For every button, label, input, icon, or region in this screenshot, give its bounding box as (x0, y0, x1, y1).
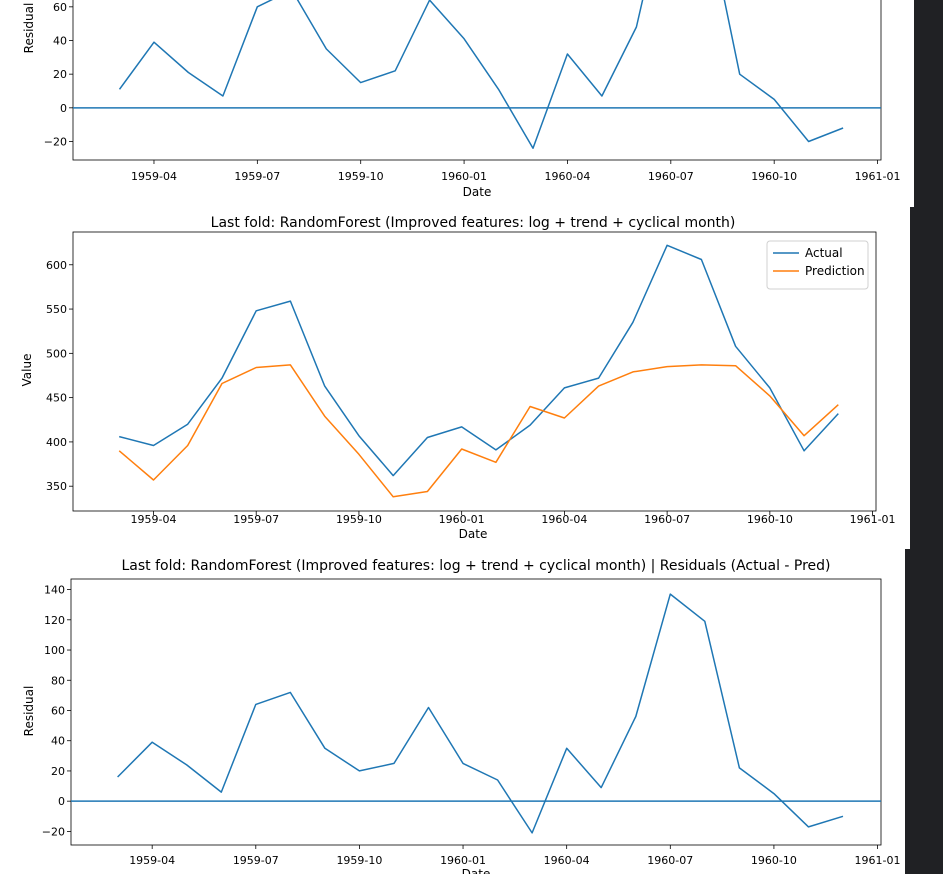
actual-vs-prediction-chart: Last fold: RandomForest (Improved featur… (20, 215, 896, 541)
chart-title: Last fold: RandomForest (Improved featur… (211, 215, 736, 231)
x-tick-label: 1960-04 (544, 170, 590, 183)
y-tick-label: 0 (60, 102, 67, 115)
y-tick-label: 40 (53, 34, 67, 47)
x-axis-label: Date (463, 185, 492, 199)
y-tick-label: 400 (46, 436, 67, 449)
residuals-top-panel: −20 0 20 40 60 1959-04 1959-07 1959-10 1960-01 19… (0, 0, 914, 207)
y-tick-label: 120 (44, 614, 65, 627)
y-tick-label: 40 (51, 735, 65, 748)
actual-vs-prediction-panel: Last fold: RandomForest (Improved featur… (0, 207, 910, 549)
residuals-bottom-panel: Last fold: RandomForest (Improved featur… (0, 549, 905, 874)
legend-label-actual: Actual (805, 246, 843, 260)
x-tick-label: 1961-01 (855, 854, 901, 867)
axes-frame (72, 0, 882, 161)
y-tick-label: −20 (44, 135, 67, 148)
x-tick-label: 1960-10 (751, 854, 797, 867)
x-tick-label: 1960-01 (441, 170, 487, 183)
y-axis-label: Residual (22, 3, 36, 54)
y-tick-label: 450 (46, 392, 67, 405)
series-line-residual (117, 593, 844, 834)
y-tick-label: 0 (58, 795, 65, 808)
series-line-actual (119, 244, 839, 477)
x-tick-label: 1959-04 (129, 854, 175, 867)
x-tick-label: 1960-10 (751, 170, 797, 183)
legend-label-prediction: Prediction (805, 264, 865, 278)
x-tick-label: 1961-01 (850, 513, 896, 526)
x-tick-label: 1959-07 (233, 854, 279, 867)
residuals-top-chart: −20 0 20 40 60 1959-04 1959-07 1959-10 1960-01 19… (22, 0, 901, 199)
y-tick-label: 550 (46, 303, 67, 316)
x-tick-label: 1960-07 (647, 854, 693, 867)
x-tick-label: 1960-04 (541, 513, 587, 526)
residuals-bottom-chart: Last fold: RandomForest (Improved featur… (22, 558, 901, 874)
y-tick-label: −20 (42, 825, 65, 838)
x-tick-label: 1960-01 (439, 513, 485, 526)
y-tick-label: 60 (53, 1, 67, 14)
y-tick-label: 20 (51, 765, 65, 778)
axes-frame (70, 578, 882, 846)
series-line-prediction (118, 364, 839, 498)
y-tick-label: 60 (51, 704, 65, 717)
x-tick-label: 1959-10 (336, 513, 382, 526)
series-line-residual (118, 0, 844, 149)
y-axis-label: Value (20, 354, 34, 387)
x-tick-label: 1960-04 (544, 854, 590, 867)
x-tick-label: 1960-07 (644, 513, 690, 526)
y-tick-label: 140 (44, 584, 65, 597)
x-tick-label: 1959-04 (131, 170, 177, 183)
x-tick-label: 1959-04 (130, 513, 176, 526)
x-tick-label: 1959-07 (233, 513, 279, 526)
x-axis-label: Date (462, 867, 491, 874)
y-tick-label: 100 (44, 644, 65, 657)
y-tick-label: 350 (46, 480, 67, 493)
y-tick-label: 20 (53, 68, 67, 81)
chart-title: Last fold: RandomForest (Improved featur… (121, 558, 830, 574)
y-tick-label: 80 (51, 674, 65, 687)
x-tick-label: 1959-10 (336, 854, 382, 867)
y-tick-label: 600 (46, 259, 67, 272)
axes-frame (72, 231, 877, 512)
x-tick-label: 1960-10 (747, 513, 793, 526)
y-axis-label: Residual (22, 686, 36, 737)
x-tick-label: 1961-01 (855, 170, 901, 183)
y-tick-label: 500 (46, 347, 67, 360)
x-tick-label: 1960-01 (440, 854, 486, 867)
x-tick-label: 1959-07 (234, 170, 280, 183)
x-tick-label: 1959-10 (338, 170, 384, 183)
x-tick-label: 1960-07 (648, 170, 694, 183)
x-axis-label: Date (459, 527, 488, 541)
